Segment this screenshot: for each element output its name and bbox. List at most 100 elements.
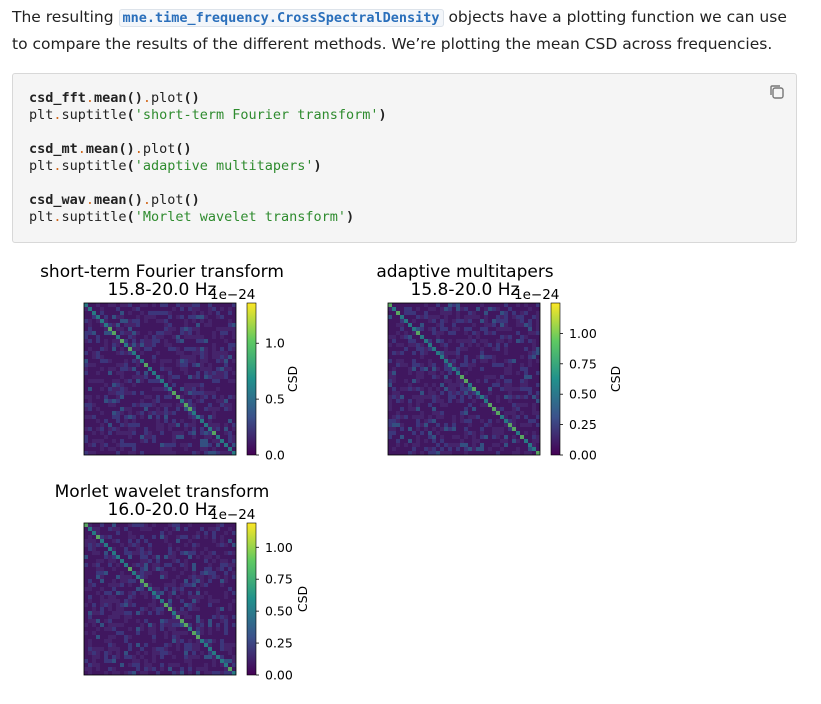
heatmap-cell <box>424 423 428 427</box>
copy-button[interactable] <box>768 83 786 101</box>
heatmap-cell <box>172 451 176 455</box>
heatmap-cell <box>228 395 232 399</box>
heatmap-cell <box>108 371 112 375</box>
heatmap-cell <box>532 431 536 435</box>
heatmap-cell <box>488 423 492 427</box>
heatmap-cell <box>224 591 228 595</box>
heatmap-cell <box>100 579 104 583</box>
heatmap-cell <box>504 359 508 363</box>
heatmap-cell <box>392 367 396 371</box>
heatmap-cell <box>120 447 124 451</box>
heatmap-cell <box>212 535 216 539</box>
heatmap-cell <box>492 427 496 431</box>
heatmap-cell <box>104 339 108 343</box>
heatmap-cell <box>484 359 488 363</box>
heatmap-cell <box>84 395 88 399</box>
heatmap-cell <box>404 307 408 311</box>
heatmap-cell <box>532 443 536 447</box>
heatmap-cell <box>392 415 396 419</box>
heatmap-cell <box>156 587 160 591</box>
heatmap-cell <box>200 579 204 583</box>
heatmap-cell <box>172 327 176 331</box>
heatmap-cell <box>148 339 152 343</box>
heatmap-cell <box>172 435 176 439</box>
heatmap-cell <box>96 315 100 319</box>
heatmap-cell <box>96 575 100 579</box>
heatmap-cell <box>208 647 212 651</box>
heatmap-cell <box>132 451 136 455</box>
heatmap-cell <box>480 319 484 323</box>
heatmap-cell <box>536 395 540 399</box>
heatmap-cell <box>184 359 188 363</box>
heatmap-cell <box>88 443 92 447</box>
code-token: suptitle <box>61 107 127 123</box>
heatmap-cell <box>484 399 488 403</box>
offset-text: 1e−24 <box>210 507 255 523</box>
heatmap-cell <box>152 523 156 527</box>
heatmap-cell <box>116 451 120 455</box>
heatmap-cell <box>400 415 404 419</box>
heatmap-cell <box>100 571 104 575</box>
heatmap-cell <box>100 607 104 611</box>
heatmap-cell <box>224 351 228 355</box>
heatmap-cell <box>164 327 168 331</box>
heatmap-cell <box>200 431 204 435</box>
heatmap-cell <box>132 655 136 659</box>
heatmap-cell <box>112 643 116 647</box>
heatmap-cell <box>496 327 500 331</box>
heatmap-cell <box>116 343 120 347</box>
heatmap-cell <box>132 367 136 371</box>
heatmap-cell <box>208 555 212 559</box>
heatmap-cell <box>164 311 168 315</box>
inline-code[interactable]: mne.time_frequency.CrossSpectralDensity <box>118 9 444 27</box>
heatmap-cell <box>412 359 416 363</box>
heatmap-cell <box>108 615 112 619</box>
heatmap-cell <box>484 323 488 327</box>
heatmap-cell <box>476 355 480 359</box>
heatmap-cell <box>132 339 136 343</box>
heatmap-cell <box>204 583 208 587</box>
heatmap-cell <box>112 315 116 319</box>
heatmap-cell <box>108 607 112 611</box>
heatmap-cell <box>420 323 424 327</box>
heatmap-cell <box>152 399 156 403</box>
heatmap-cell <box>204 423 208 427</box>
heatmap-cell <box>172 523 176 527</box>
heatmap-cell <box>528 423 532 427</box>
heatmap-cell <box>196 643 200 647</box>
heatmap-cell <box>184 387 188 391</box>
heatmap-cell <box>200 439 204 443</box>
heatmap-cell <box>96 427 100 431</box>
heatmap-cell <box>196 599 200 603</box>
heatmap-cell <box>232 439 236 443</box>
heatmap-cell <box>208 655 212 659</box>
heatmap-cell <box>424 439 428 443</box>
heatmap-cell <box>116 623 120 627</box>
heatmap-cell <box>156 319 160 323</box>
heatmap-cell <box>488 343 492 347</box>
heatmap-cell <box>468 315 472 319</box>
heatmap-cell <box>220 579 224 583</box>
heatmap-cell <box>220 583 224 587</box>
code-token: ) <box>378 107 387 123</box>
heatmap-cell <box>160 623 164 627</box>
heatmap-cell <box>408 403 412 407</box>
heatmap-cell <box>496 451 500 455</box>
heatmap-cell <box>160 655 164 659</box>
heatmap-cell <box>524 415 528 419</box>
heatmap-cell <box>524 303 528 307</box>
heatmap-cell <box>412 367 416 371</box>
heatmap-cell <box>84 335 88 339</box>
heatmap-cell <box>104 543 108 547</box>
heatmap-cell <box>184 443 188 447</box>
heatmap-cell <box>132 391 136 395</box>
heatmap-cell <box>192 435 196 439</box>
heatmap-cell <box>100 423 104 427</box>
heatmap-cell <box>164 367 168 371</box>
heatmap-cell <box>108 367 112 371</box>
heatmap-cell <box>172 439 176 443</box>
heatmap-cell <box>144 555 148 559</box>
heatmap-cell <box>180 639 184 643</box>
heatmap-cell <box>96 627 100 631</box>
heatmap-cell <box>144 339 148 343</box>
